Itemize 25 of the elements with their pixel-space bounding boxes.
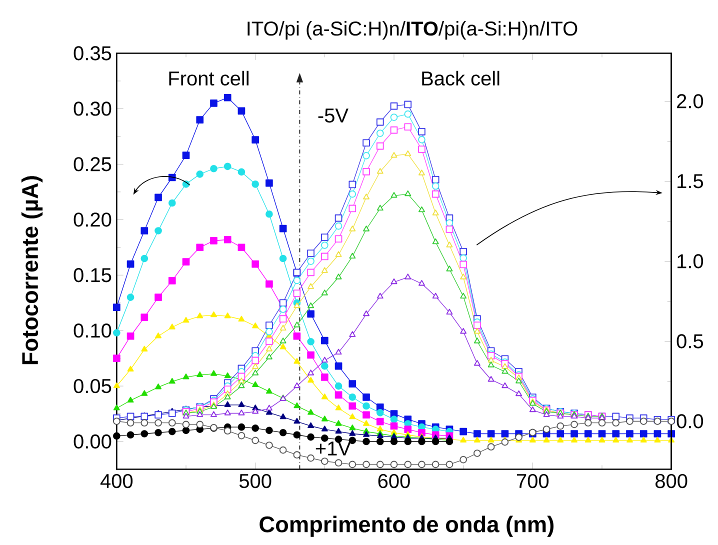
- y-tick-label: 0.15: [74, 268, 112, 282]
- x-tick-label: 400: [100, 474, 133, 488]
- x-tick-label: 800: [656, 474, 688, 488]
- y2-tick-label: 2.0: [677, 94, 704, 108]
- y-tick-label: 0.00: [74, 434, 112, 449]
- y2-tick-label: 0.5: [676, 334, 704, 348]
- chart-title: ITO/pi (a-SiC:H)n/ITO/pi(a-Si:H)n/ITO: [248, 21, 578, 40]
- y2-tick-label: 1.0: [678, 254, 704, 268]
- y-tick-label: 0.35: [74, 46, 112, 60]
- y-tick-label: 0.30: [74, 102, 112, 116]
- annotation: -5V: [318, 108, 348, 123]
- y-tick-label: 0.20: [74, 212, 112, 227]
- x-tick-label: 600: [378, 474, 410, 488]
- y-axis-title: Fotocorrente (µA): [21, 176, 43, 364]
- annotation: +1V: [316, 442, 351, 456]
- x-tick-label: 500: [239, 474, 272, 488]
- y-tick-label: 0.25: [74, 157, 112, 172]
- x-axis-title: Comprimento de onda (nm): [260, 516, 554, 537]
- y2-tick-label: 1.5: [678, 174, 704, 188]
- annotation: Back cell: [422, 70, 500, 86]
- y2-tick-label: 0.0: [676, 414, 704, 428]
- y-tick-label: 0.10: [74, 324, 112, 338]
- annotation: Front cell: [169, 70, 248, 86]
- x-tick-label: 700: [517, 474, 549, 488]
- y-tick-label: 0.05: [74, 378, 112, 394]
